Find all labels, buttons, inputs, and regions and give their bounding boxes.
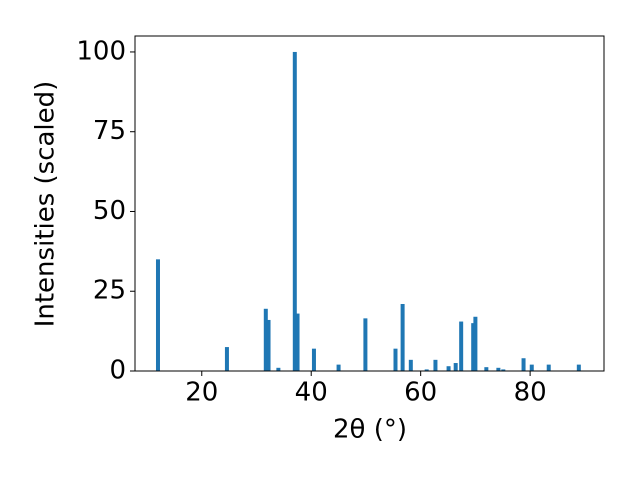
bar bbox=[295, 313, 300, 371]
bar bbox=[363, 318, 368, 371]
bar bbox=[433, 359, 438, 371]
bar bbox=[459, 321, 464, 371]
plot-frame bbox=[134, 35, 605, 372]
y-tick-label: 75 bbox=[93, 116, 126, 146]
bar bbox=[276, 367, 281, 371]
bar bbox=[484, 367, 489, 371]
x-axis-label: 2θ (°) bbox=[333, 415, 407, 445]
bar bbox=[521, 358, 526, 371]
bar bbox=[311, 348, 316, 371]
y-axis-label: Intensities (scaled) bbox=[31, 81, 61, 328]
bar bbox=[155, 259, 160, 371]
bar bbox=[576, 364, 581, 371]
bar bbox=[424, 369, 429, 371]
bar bbox=[473, 316, 478, 371]
bar bbox=[496, 367, 501, 371]
bar bbox=[266, 319, 271, 371]
bar bbox=[501, 369, 506, 371]
y-tick-label: 0 bbox=[109, 356, 126, 386]
bar bbox=[224, 347, 229, 371]
x-tick-label: 60 bbox=[404, 378, 437, 408]
x-tick-label: 20 bbox=[185, 378, 218, 408]
bar bbox=[471, 323, 476, 371]
bar bbox=[292, 51, 297, 371]
y-tick-label: 50 bbox=[93, 196, 126, 226]
y-tick-label: 25 bbox=[93, 276, 126, 306]
x-tick-label: 80 bbox=[514, 378, 547, 408]
y-tick-label: 100 bbox=[76, 36, 126, 66]
bar bbox=[408, 359, 413, 371]
bar bbox=[263, 308, 268, 371]
bar bbox=[529, 364, 534, 371]
bar bbox=[446, 366, 451, 371]
x-tick-label: 40 bbox=[295, 378, 328, 408]
bar bbox=[400, 304, 405, 371]
bar bbox=[336, 364, 341, 371]
bar bbox=[393, 348, 398, 371]
bar bbox=[453, 363, 458, 371]
bar bbox=[546, 364, 551, 371]
